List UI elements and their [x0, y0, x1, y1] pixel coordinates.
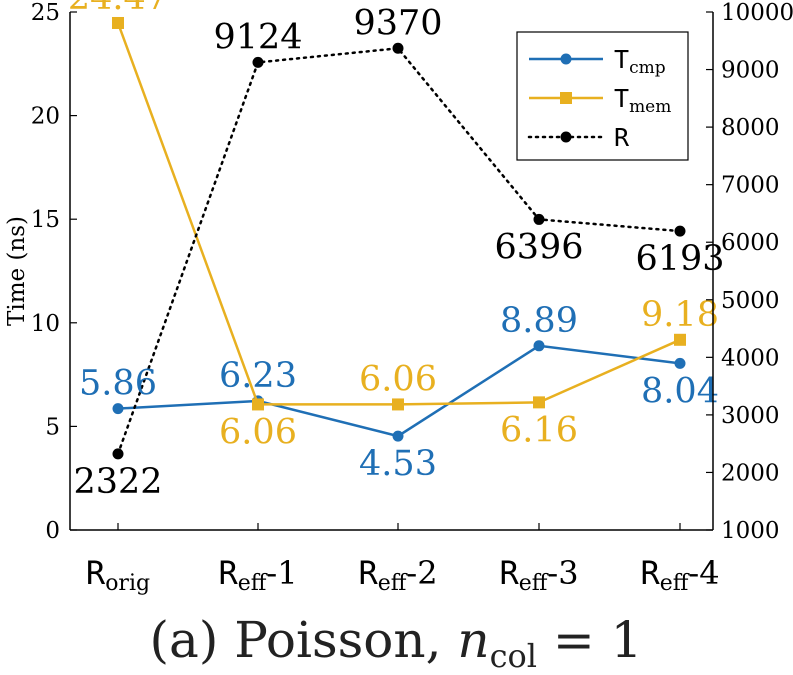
right-tick-label-4: 5000: [721, 288, 780, 314]
series-2-point-1: [252, 56, 264, 68]
legend-label-2: R: [614, 123, 630, 152]
series-1-label-4: 9.18: [641, 295, 719, 335]
series-0-label-2: 4.53: [359, 444, 437, 484]
left-tick-label-4: 20: [31, 104, 60, 130]
series-1-point-4: [674, 333, 686, 346]
left-tick-label-5: 25: [31, 0, 60, 26]
right-tick-label-5: 6000: [721, 230, 780, 256]
right-tick-label-3: 4000: [721, 345, 780, 371]
series-0-label-0: 5.86: [79, 364, 157, 404]
x-tick-label-4: Reff-4: [640, 554, 719, 596]
series-1-point-0: [112, 16, 124, 29]
legend-label-0: Tcmp: [614, 45, 666, 78]
series-2-point-4: [674, 225, 686, 237]
x-tick-label-3: Reff-3: [499, 554, 578, 596]
series-1-point-2: [392, 398, 404, 411]
series-2-label-3: 6396: [494, 227, 583, 267]
series-2-label-0: 2322: [73, 462, 162, 502]
right-tick-label-7: 8000: [721, 115, 780, 141]
right-tick-label-2: 3000: [721, 403, 780, 429]
right-tick-label-0: 1000: [721, 518, 780, 544]
right-tick-label-8: 9000: [721, 58, 780, 84]
series-0-point-3: [533, 340, 545, 352]
left-tick-label-0: 0: [45, 518, 60, 544]
series-2-point-0: [112, 448, 124, 460]
series-0-label-4: 8.04: [641, 371, 719, 411]
series-2-label-1: 9124: [213, 17, 302, 57]
series-0-label-1: 6.23: [219, 356, 297, 396]
x-tick-label-0: Rorig: [86, 554, 150, 596]
x-tick-label-1: Reff-1: [218, 554, 297, 596]
legend-label-1: Tmem: [614, 84, 671, 117]
left-tick-label-3: 15: [31, 207, 60, 233]
caption: (a) Poisson, ncol = 1: [150, 611, 643, 675]
right-tick-label-1: 2000: [721, 460, 780, 486]
legend-marker-2: [560, 131, 572, 143]
series-1-label-1: 6.06: [219, 412, 297, 452]
series-line-2: [116, 46, 682, 456]
x-tick-label-2: Reff-2: [358, 554, 437, 596]
series-2-label-2: 9370: [353, 3, 442, 43]
legend-box: [516, 31, 689, 161]
series-0-point-0: [112, 403, 124, 415]
legend-marker-1: [560, 92, 572, 104]
series-2-point-2: [392, 42, 404, 54]
series-2-label-4: 6193: [635, 239, 724, 279]
series-0-label-3: 8.89: [500, 301, 578, 341]
series-1-point-1: [252, 398, 264, 411]
right-tick-label-6: 7000: [721, 173, 780, 199]
data-labels: 5.86 6.23 4.53 8.89 8.04 24.47 6.06 6.06 6.16 9.1…: [68, 0, 725, 502]
series-2-point-3: [533, 213, 545, 225]
right-tick-label-9: 10000: [721, 0, 793, 26]
left-axis-title: Time (ns): [4, 216, 30, 326]
left-tick-label-1: 5: [45, 414, 60, 440]
series-0-point-4: [674, 357, 686, 369]
series-0-point-2: [392, 430, 404, 442]
series-1-label-2: 6.06: [359, 359, 437, 399]
legend-marker-0: [560, 53, 572, 65]
axes: 0 5 10 15 20 25 1000 2000 3000 4000 5000 6000 7000 80…: [4, 0, 793, 596]
series-1-point-3: [533, 396, 545, 409]
series-1-label-0: 24.47: [68, 0, 168, 18]
legend: Tcmp Tmem R: [516, 31, 689, 161]
series-1-label-3: 6.16: [500, 410, 578, 450]
left-tick-label-2: 10: [31, 311, 60, 337]
figure-caption: (a) Poisson, ncol = 1: [150, 611, 643, 675]
series-layer: [112, 16, 686, 460]
